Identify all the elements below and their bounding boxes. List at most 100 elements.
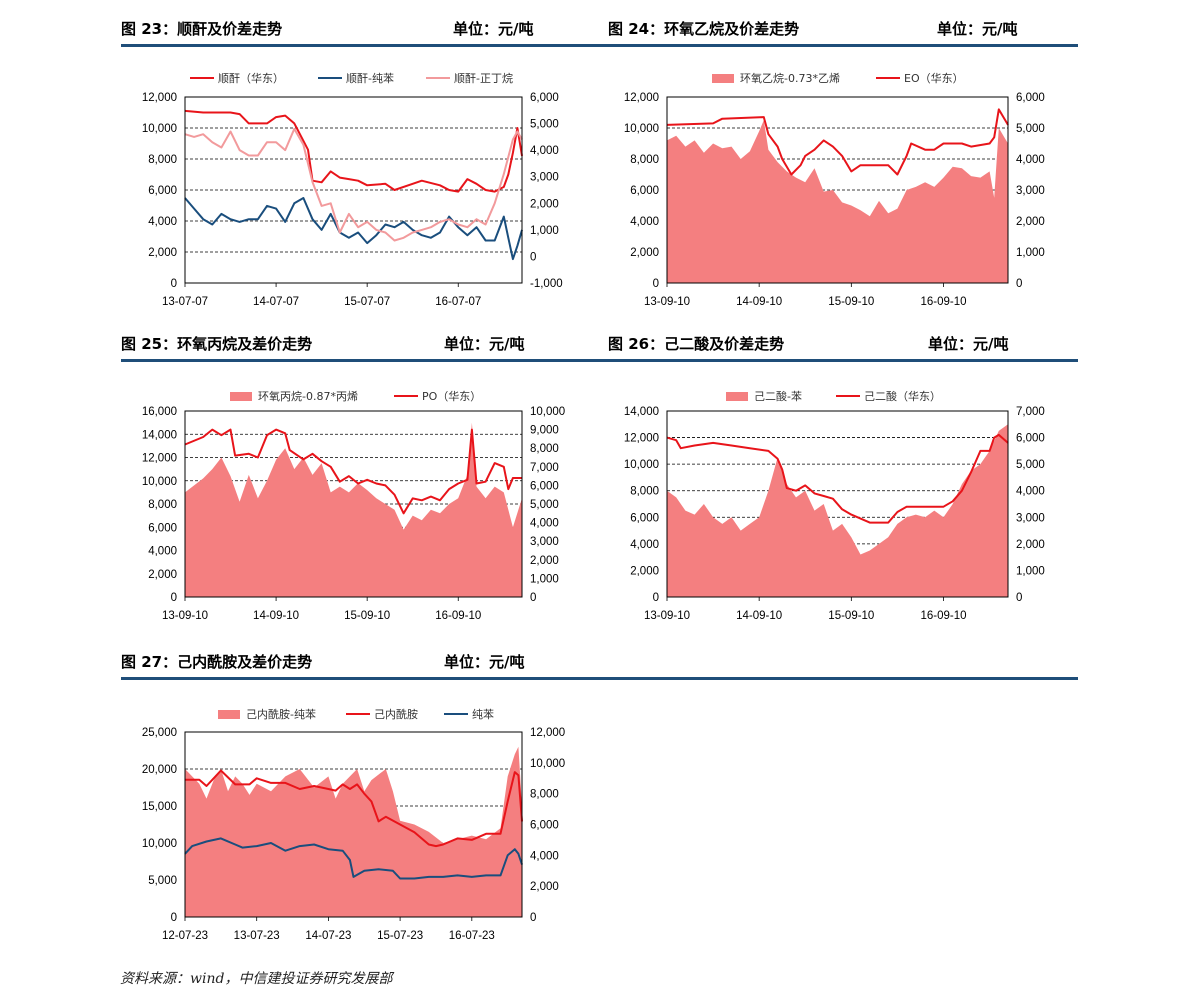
panel-header-25: 图 25：环氧丙烷及差价走势 单位：元/吨: [121, 315, 686, 362]
y-tick-right: 0: [530, 251, 536, 263]
y-tick-right: 6,000: [530, 480, 559, 492]
series-line: [666, 108, 1009, 176]
series-area: [667, 424, 1008, 597]
series-area: [667, 120, 1008, 283]
legend-label: 顺酐-纯苯: [346, 71, 394, 85]
series-line: [184, 428, 522, 515]
y-tick-right: 4,000: [1016, 154, 1045, 166]
y-tick-right: 6,000: [1016, 433, 1045, 445]
legend-label: 顺酐-正丁烷: [454, 71, 513, 85]
y-tick-left: 0: [653, 278, 659, 290]
y-tick-right: 3,000: [530, 172, 559, 184]
y-tick-right: 4,000: [530, 850, 559, 862]
plot-frame: [184, 410, 523, 598]
x-tick: 14-07-07: [253, 296, 299, 308]
y-tick-left: 2,000: [630, 247, 659, 259]
y-tick-left: 8,000: [630, 486, 659, 498]
y-tick-left: 10,000: [142, 838, 177, 850]
chart-title: 图 23：顺酐及价差走势: [121, 20, 283, 38]
y-tick-right: 2,000: [530, 555, 559, 567]
unit-label: 单位：元/吨: [928, 335, 1009, 353]
series-line: [184, 197, 523, 261]
panel-header-27: 图 27：己内酰胺及差价走势 单位：元/吨: [121, 633, 1078, 680]
x-tick: 13-07-23: [234, 930, 280, 942]
legend-label: 顺酐（华东）: [218, 71, 284, 85]
legend-swatch: [726, 392, 748, 401]
y-tick-right: 0: [1016, 592, 1022, 604]
x-tick: 12-07-23: [162, 930, 208, 942]
y-tick-left: 0: [653, 592, 659, 604]
panel-header-24: 图 24：环氧乙烷及价差走势 单位：元/吨: [605, 0, 1078, 47]
y-tick-left: 0: [171, 912, 177, 924]
y-tick-left: 8,000: [148, 154, 177, 166]
y-tick-right: 3,000: [1016, 512, 1045, 524]
y-tick-right: 6,000: [530, 820, 559, 832]
x-tick: 13-07-07: [162, 296, 208, 308]
y-tick-right: 12,000: [530, 727, 565, 739]
x-tick: 16-07-23: [449, 930, 495, 942]
chart-title: 图 26：己二酸及价差走势: [608, 335, 785, 353]
x-tick: 13-09-10: [644, 296, 690, 308]
y-tick-left: 6,000: [630, 185, 659, 197]
y-tick-left: 10,000: [624, 459, 659, 471]
legend-label: 己二酸-苯: [754, 389, 802, 403]
legend-label: PO（华东）: [422, 389, 481, 403]
x-tick: 15-07-07: [344, 296, 390, 308]
y-tick-right: 7,000: [530, 462, 559, 474]
y-tick-right: 4,000: [530, 145, 559, 157]
chart-adipic-acid: 14,000 12,000 10,000 8,000 6,000 4,000 2,000 0 7…: [624, 389, 1045, 622]
y-tick-right: 9,000: [530, 425, 559, 437]
y-tick-right: 3,000: [530, 536, 559, 548]
legend-label: 环氧丙烷-0.87*丙烯: [258, 389, 358, 403]
x-tick: 15-09-10: [828, 610, 874, 622]
y-tick-left: 20,000: [142, 764, 177, 776]
y-tick-left: 0: [171, 278, 177, 290]
x-tick: 14-07-23: [305, 930, 351, 942]
panel-header-23: 图 23：顺酐及价差走势 单位：元/吨: [121, 0, 686, 47]
y-tick-right: 1,000: [1016, 565, 1045, 577]
plot-frame: [184, 731, 523, 918]
y-tick-left: 16,000: [142, 406, 177, 418]
y-tick-left: 12,000: [142, 92, 177, 104]
legend-swatch: [230, 392, 252, 401]
chart-ethylene-oxide: 12,000 10,000 8,000 6,000 4,000 2,000 0 6,000 5,…: [624, 71, 1045, 308]
x-tick: 13-09-10: [162, 610, 208, 622]
y-tick-right: 6,000: [1016, 92, 1045, 104]
y-tick-left: 4,000: [148, 546, 177, 558]
y-tick-left: 10,000: [624, 123, 659, 135]
x-tick: 16-09-10: [920, 296, 966, 308]
x-tick: 15-07-23: [377, 930, 423, 942]
x-tick: 16-09-10: [435, 610, 481, 622]
y-tick-left: 4,000: [630, 539, 659, 551]
y-tick-right: 7,000: [1016, 406, 1045, 418]
y-tick-left: 12,000: [624, 92, 659, 104]
y-tick-left: 6,000: [148, 522, 177, 534]
y-tick-right: 6,000: [530, 92, 559, 104]
unit-label: 单位：元/吨: [444, 653, 525, 671]
y-tick-right: 5,000: [530, 499, 559, 511]
legend-swatch: [218, 710, 240, 719]
y-tick-right: 2,000: [1016, 216, 1045, 228]
y-tick-left: 12,000: [624, 433, 659, 445]
chart-propylene-oxide: 16,000 14,000 12,000 10,000 8,000 6,000 4,000 2…: [142, 389, 565, 622]
y-tick-right: 3,000: [1016, 185, 1045, 197]
y-tick-left: 2,000: [148, 569, 177, 581]
chart-caprolactam: 25,000 20,000 15,000 10,000 5,000 0 12,000 10,0…: [142, 707, 565, 942]
y-tick-left: 25,000: [142, 727, 177, 739]
chart-title: 图 24：环氧乙烷及价差走势: [608, 20, 800, 38]
y-tick-right: 0: [1016, 278, 1022, 290]
y-tick-left: 5,000: [148, 875, 177, 887]
y-tick-right: 2,000: [530, 881, 559, 893]
y-tick-left: 8,000: [630, 154, 659, 166]
plot-frame: [666, 96, 1009, 284]
y-tick-right: 4,000: [530, 518, 559, 530]
legend-label: 己内酰胺: [374, 707, 418, 721]
y-tick-left: 2,000: [148, 247, 177, 259]
y-tick-right: -1,000: [530, 278, 563, 290]
unit-label: 单位：元/吨: [444, 335, 525, 353]
series-area: [185, 422, 522, 597]
y-tick-left: 10,000: [142, 476, 177, 488]
x-tick: 15-09-10: [828, 296, 874, 308]
panel-header-26: 图 26：己二酸及价差走势 单位：元/吨: [605, 315, 1078, 362]
x-tick: 14-09-10: [736, 610, 782, 622]
